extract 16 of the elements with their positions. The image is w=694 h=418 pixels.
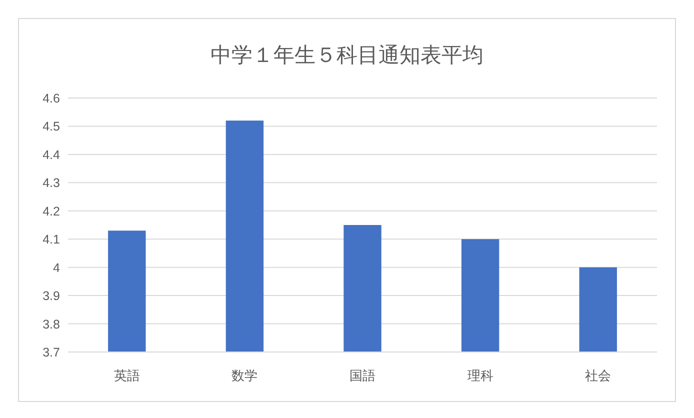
y-tick-label: 3.9 bbox=[42, 289, 60, 304]
x-tick-label: 数学 bbox=[232, 368, 258, 383]
y-tick-label: 4.5 bbox=[42, 120, 60, 134]
y-tick-label: 4.1 bbox=[42, 232, 60, 247]
x-tick-label: 社会 bbox=[585, 368, 612, 383]
y-tick-label: 3.7 bbox=[42, 346, 60, 360]
chart-title: 中学１年生５科目通知表平均 bbox=[210, 44, 484, 67]
y-tick-label: 3.8 bbox=[42, 317, 60, 332]
y-tick-label: 4.6 bbox=[42, 92, 60, 106]
x-tick-label: 英語 bbox=[114, 368, 140, 383]
y-tick-label: 4.2 bbox=[42, 204, 60, 218]
x-tick-label: 理科 bbox=[467, 368, 494, 383]
y-tick-label: 4 bbox=[53, 260, 60, 275]
y-tick-label: 4.3 bbox=[42, 176, 60, 190]
y-tick-label: 4.4 bbox=[42, 148, 60, 162]
x-tick-label: 国語 bbox=[350, 368, 376, 383]
